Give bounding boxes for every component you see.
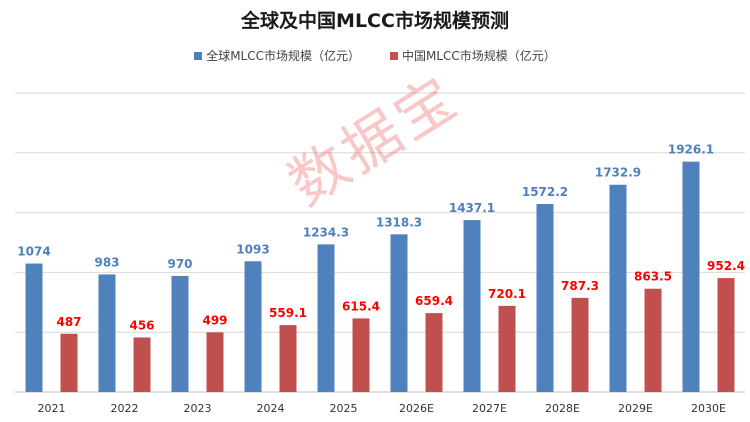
legend-swatch-global [194,51,203,60]
legend: 全球MLCC市场规模（亿元） 中国MLCC市场规模（亿元） [0,47,750,64]
x-tick-label: 2027E [472,402,507,415]
data-label-china: 863.5 [634,270,672,284]
data-label-global: 1437.1 [449,201,495,215]
bar-global [317,244,335,392]
bar-china [644,288,662,392]
data-label-global: 970 [167,257,192,271]
bar-china [133,337,151,392]
legend-label-global: 全球MLCC市场规模（亿元） [206,49,360,63]
x-tick-label: 2022 [111,402,139,415]
data-label-global: 1572.2 [522,185,568,199]
chart-title: 全球及中国MLCC市场规模预测 [241,10,509,32]
bar-global [682,161,700,392]
bar-china [571,297,589,392]
data-label-china: 615.4 [342,299,380,313]
bar-global [536,203,554,392]
bar-china [352,318,370,392]
bar-global [390,234,408,392]
data-label-china: 559.1 [269,306,307,320]
legend-label-china: 中国MLCC市场规模（亿元） [402,49,556,63]
data-label-china: 659.4 [415,294,453,308]
data-label-china: 499 [202,313,227,327]
data-label-global: 1074 [17,245,50,259]
data-label-china: 787.3 [561,279,599,293]
bar-china [60,333,78,392]
data-label-global: 983 [94,255,119,269]
x-tick-label: 2021 [38,402,66,415]
bar-china [498,305,516,392]
legend-swatch-china [390,51,398,60]
x-tick-label: 2028E [545,402,580,415]
data-label-global: 1318.3 [376,215,422,229]
legend-item-global: 全球MLCC市场规模（亿元） [194,47,360,64]
x-tick-label: 2023 [184,402,212,415]
x-tick-label: 2025 [330,402,358,415]
data-label-global: 1732.9 [595,166,641,180]
bar-global [463,220,481,392]
data-label-global: 1926.1 [668,143,714,157]
bar-global [171,275,189,392]
data-label-china: 456 [129,318,154,332]
x-tick-label: 2026E [399,402,434,415]
bar-global [244,261,262,392]
bar-china [206,332,224,392]
bar-china [279,325,297,392]
bar-global [98,274,116,392]
bar-global [609,184,627,392]
data-label-global: 1093 [236,242,269,256]
legend-item-china: 中国MLCC市场规模（亿元） [390,47,556,64]
data-label-global: 1234.3 [303,225,349,239]
x-tick-label: 2030E [691,402,726,415]
bar-china [717,278,735,392]
x-tick-label: 2029E [618,402,653,415]
bar-china [425,313,443,392]
data-label-china: 487 [56,315,81,329]
x-tick-label: 2024 [257,402,285,415]
data-label-china: 720.1 [488,287,526,301]
bar-global [25,263,43,392]
data-label-china: 952.4 [707,259,745,273]
